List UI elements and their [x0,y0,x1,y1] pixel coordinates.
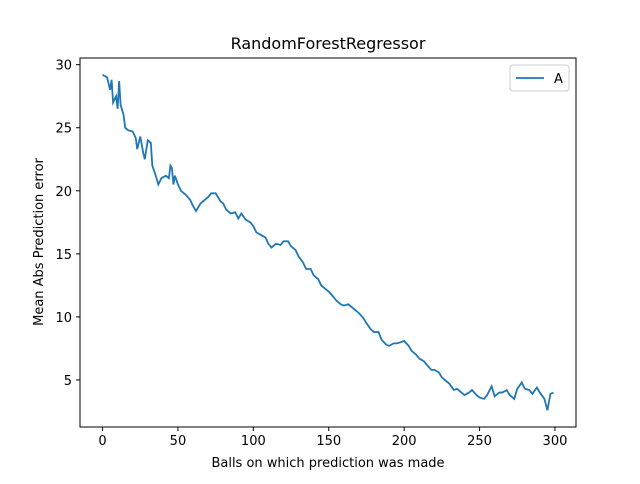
x-tick-label: 100 [241,434,266,449]
y-tick-label: 15 [55,248,72,263]
x-axis-label: Balls on which prediction was made [211,456,444,471]
x-tick-label: 200 [392,434,417,449]
axes-frame [79,57,577,428]
y-tick-label: 25 [55,122,72,137]
legend-label: A [554,72,563,87]
y-tick-label: 20 [55,185,72,200]
y-tick-label: 5 [64,374,72,389]
y-tick-label: 30 [55,59,72,74]
x-tick-label: 300 [543,434,568,449]
x-tick-label: 250 [467,434,492,449]
y-axis-label: Mean Abs Prediction error [32,157,47,325]
chart-title: RandomForestRegressor [231,34,426,53]
data-line [102,73,554,411]
x-tick-label: 150 [316,434,341,449]
x-tick-label: 50 [170,434,187,449]
y-tick-label: 10 [55,311,72,326]
x-tick-label: 0 [98,434,106,449]
